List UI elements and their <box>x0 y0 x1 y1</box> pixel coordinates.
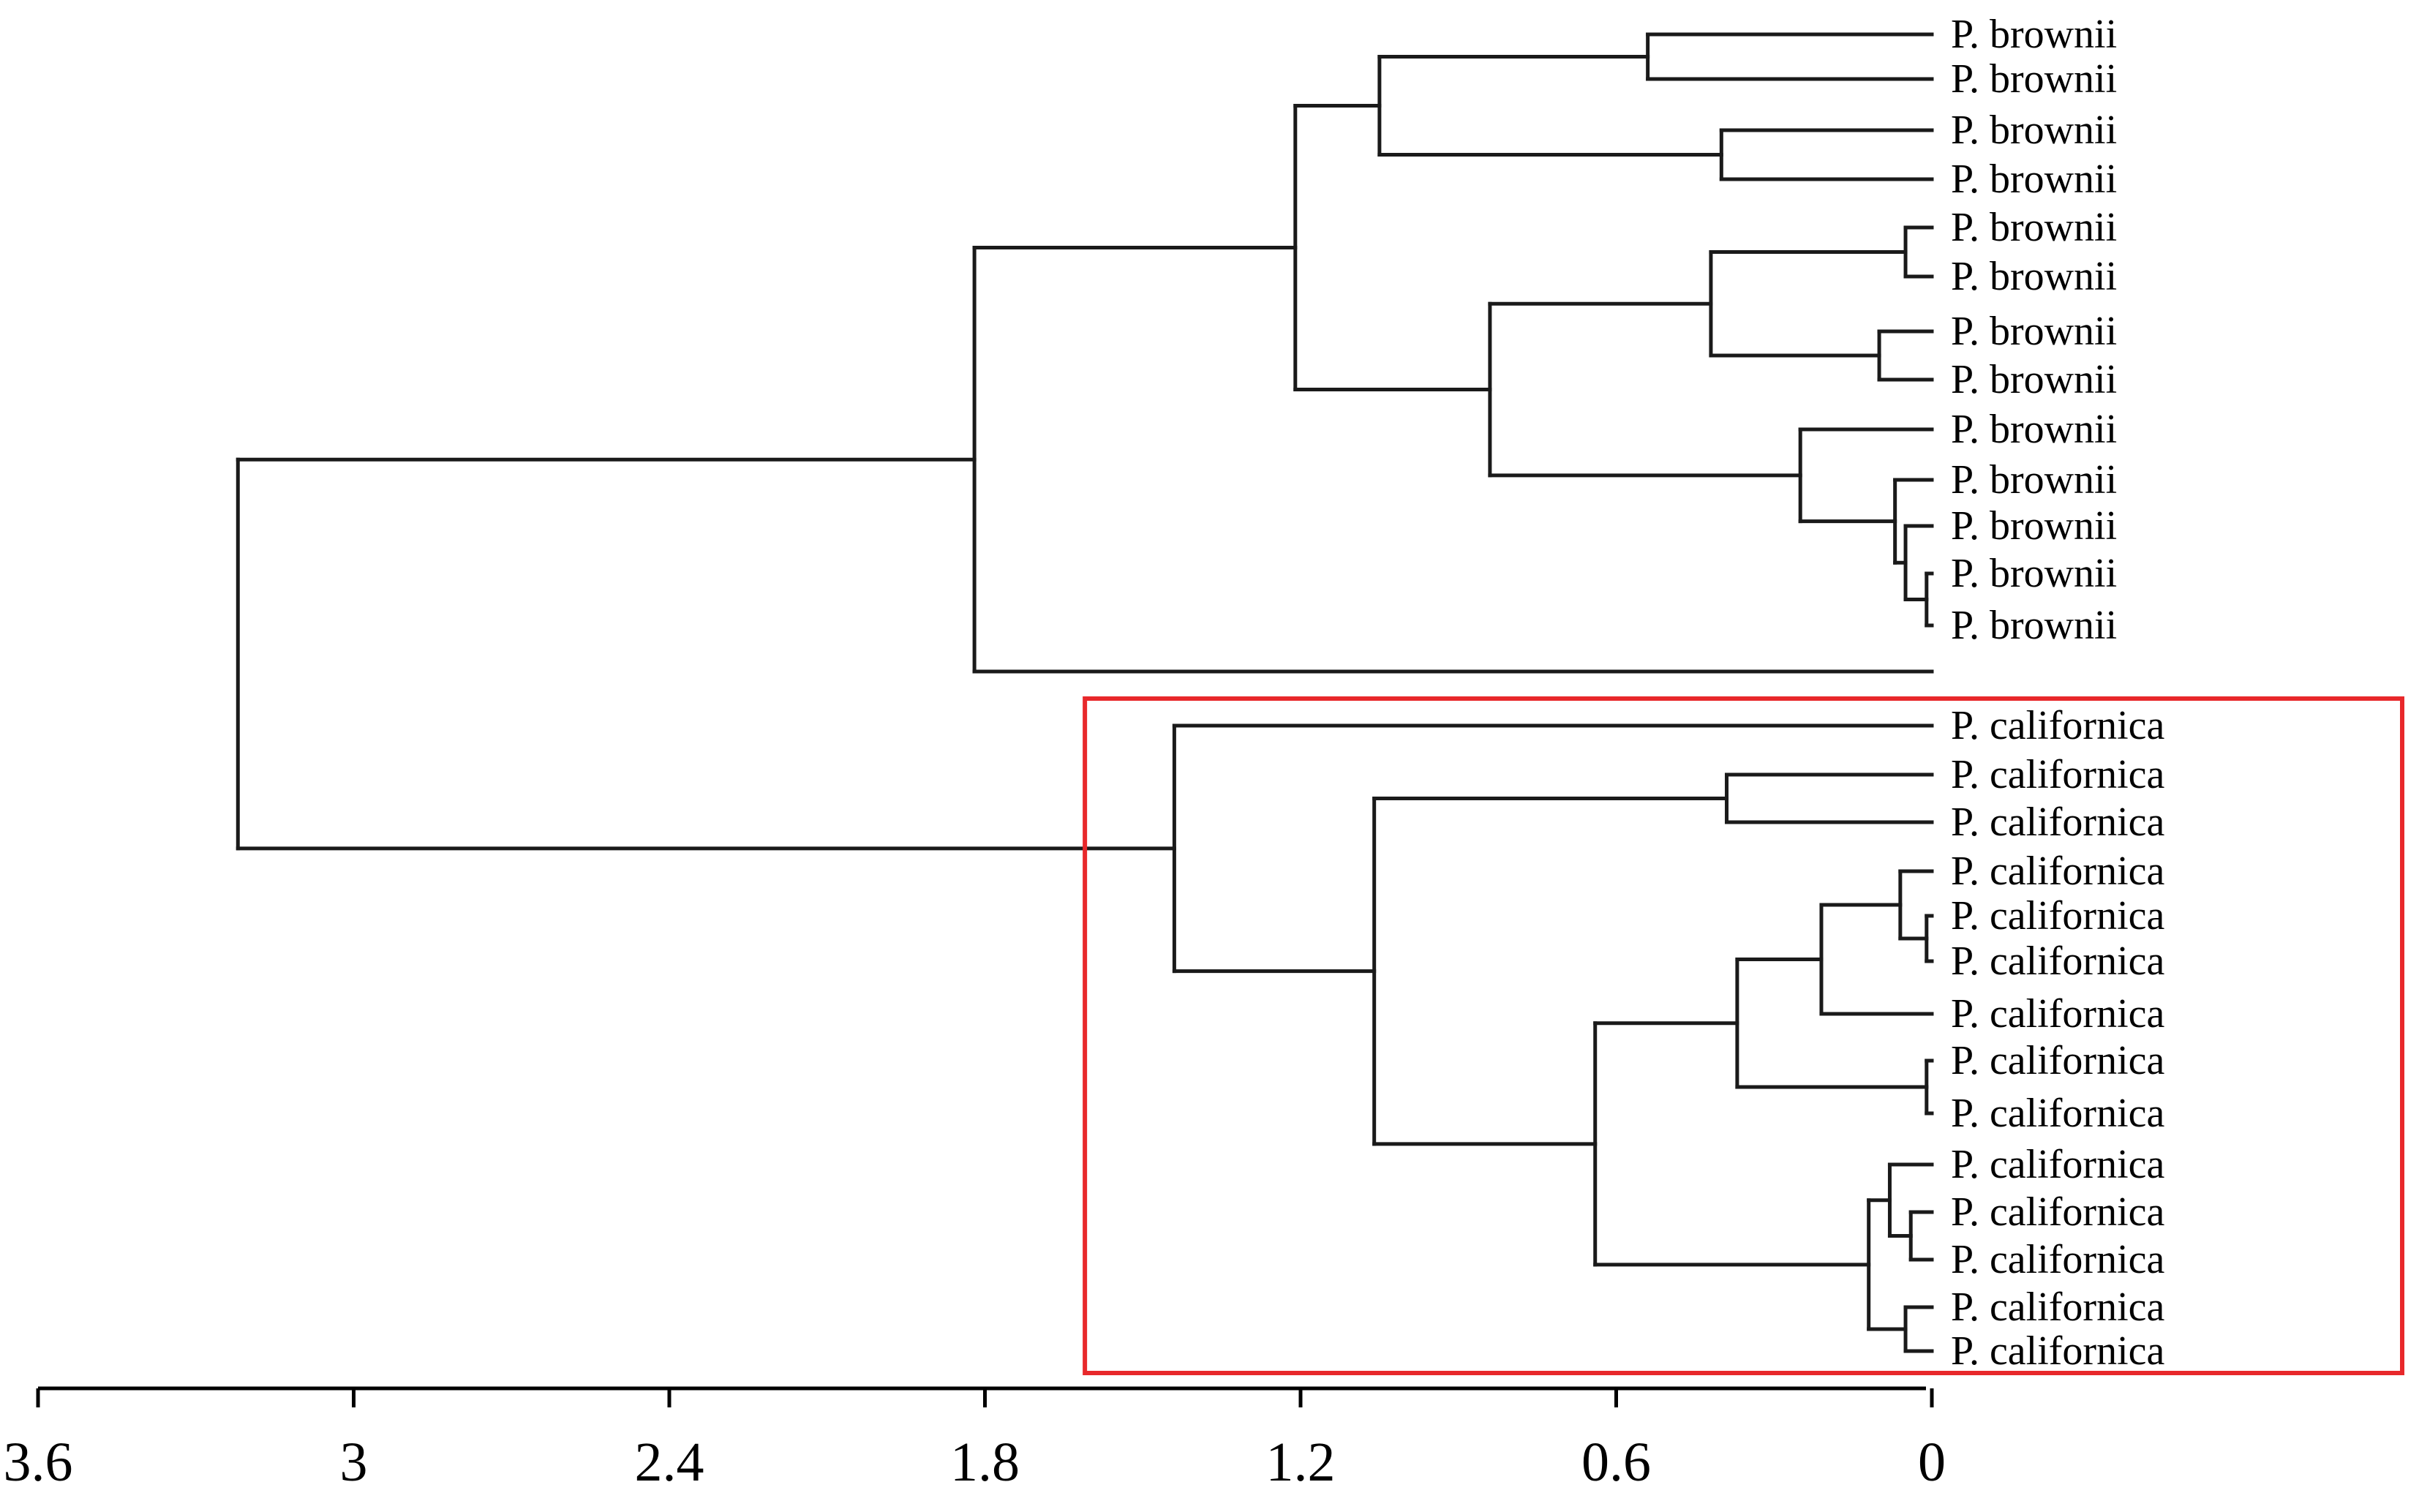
axis-tick-label-1: 3 <box>340 1432 368 1493</box>
leaf-label-c3: P. californica <box>1951 800 2164 845</box>
axis-tick-label-6: 0 <box>1918 1432 1946 1493</box>
leaf-label-b2: P. brownii <box>1951 56 2117 102</box>
leaf-label-b4: P. brownii <box>1951 157 2117 202</box>
leaf-label-c13: P. californica <box>1951 1285 2164 1330</box>
leaf-label-c12: P. californica <box>1951 1237 2164 1282</box>
leaf-label-b11: P. brownii <box>1951 503 2117 549</box>
axis-tick-label-0: 3.6 <box>4 1432 73 1493</box>
leaf-label-c2: P. californica <box>1951 752 2164 797</box>
californica-highlight <box>1083 696 2404 1375</box>
distance-axis: 3.6 3 2.4 1.8 1.2 0.6 0 <box>4 1386 1946 1493</box>
dendrogram-branches <box>236 32 1934 1353</box>
leaf-label-b6: P. brownii <box>1951 254 2117 299</box>
leaf-label-b1: P. brownii <box>1951 12 2117 57</box>
highlight-rectangle <box>1083 696 2404 1375</box>
axis-tick-label-3: 1.8 <box>950 1432 1020 1493</box>
leaf-label-b13: P. brownii <box>1951 603 2117 648</box>
leaf-label-c5: P. californica <box>1951 893 2164 939</box>
leaf-label-b10: P. brownii <box>1951 457 2117 503</box>
leaf-label-c9: P. californica <box>1951 1091 2164 1136</box>
leaf-label-c10: P. californica <box>1951 1142 2164 1187</box>
axis-tick-label-2: 2.4 <box>635 1432 704 1493</box>
leaf-label-c6: P. californica <box>1951 939 2164 984</box>
leaf-label-c8: P. californica <box>1951 1038 2164 1083</box>
leaf-label-b3: P. brownii <box>1951 108 2117 153</box>
leaf-label-c1: P. californica <box>1951 703 2164 748</box>
leaf-label-c7: P. californica <box>1951 991 2164 1037</box>
leaf-label-b12: P. brownii <box>1951 551 2117 596</box>
axis-tick-label-5: 0.6 <box>1581 1432 1651 1493</box>
leaf-label-b8: P. brownii <box>1951 357 2117 402</box>
leaf-label-c14: P. californica <box>1951 1328 2164 1374</box>
leaf-label-c4: P. californica <box>1951 849 2164 894</box>
leaf-label-c11: P. californica <box>1951 1189 2164 1235</box>
leaf-label-b9: P. brownii <box>1951 407 2117 452</box>
leaf-label-b7: P. brownii <box>1951 309 2117 354</box>
axis-tick-label-4: 1.2 <box>1266 1432 1336 1493</box>
leaf-label-b5: P. brownii <box>1951 205 2117 250</box>
